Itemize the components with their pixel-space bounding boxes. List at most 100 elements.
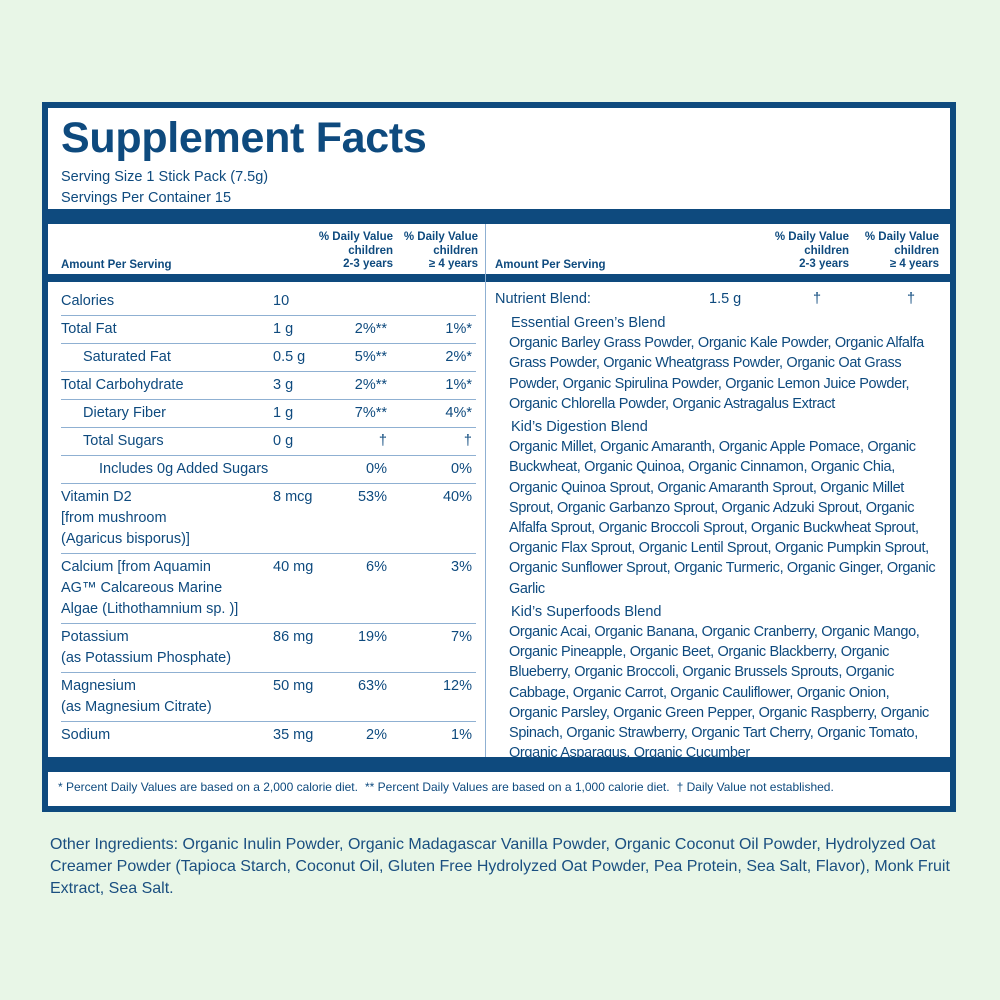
daily-value: 2%: [366, 727, 387, 743]
name-line: Total Fat: [61, 321, 117, 337]
nutrient-row: Magnesium (as Magnesium Citrate) 50 mg 63% 1…: [61, 673, 476, 722]
dv-header-line: 2-3 years: [343, 258, 393, 270]
nutrient-name: Calcium [from Aquamin AG™ Calcareous Mari…: [61, 557, 476, 620]
footnote: ** Percent Daily Values are based on a 1…: [364, 780, 670, 794]
name-line: Includes 0g Added Sugars: [99, 461, 269, 477]
nutrient-row: Includes 0g Added Sugars 0% 0%: [61, 456, 476, 484]
dv-header-line: % Daily Value: [318, 231, 393, 243]
daily-value: 5%**: [354, 349, 387, 365]
amount: 1 g: [273, 405, 294, 421]
serving-size: Serving Size 1 Stick Pack (7.5g): [61, 169, 269, 185]
other-ingredients: Other Ingredients: Organic Inulin Powder…: [50, 836, 950, 897]
column-header: Amount Per Serving: [495, 259, 606, 271]
dv-header-line: children: [433, 244, 478, 257]
nutrient-row: Total Fat 1 g 2%** 1%*: [61, 316, 476, 344]
nutrient-name: Saturated Fat: [61, 347, 476, 368]
blend-ingredients: Organic Acai, Organic Banana, Organic Cr…: [509, 624, 929, 762]
blend-section: Nutrient Blend: 1.5 g † † Essential Green’s …: [495, 288, 940, 763]
amount: 10: [273, 293, 290, 309]
daily-value: 7%: [451, 629, 472, 645]
nutrient-blend-row: Nutrient Blend: 1.5 g † †: [495, 288, 940, 310]
daily-value: 19%: [357, 629, 387, 645]
daily-value: 4%*: [445, 405, 472, 421]
blend-label: Nutrient Blend:: [495, 291, 591, 307]
nutrient-name: Magnesium (as Magnesium Citrate): [61, 676, 476, 718]
daily-value: 1%*: [445, 377, 472, 393]
amount: 1 g: [273, 321, 294, 337]
daily-value: 0%: [366, 461, 387, 477]
dv-header-line: % Daily Value: [403, 231, 478, 243]
servings-per-container: Servings Per Container 15: [61, 190, 232, 206]
footnote: * Percent Daily Values are based on a 2,…: [58, 780, 358, 794]
name-line: Sodium: [61, 727, 111, 743]
nutrient-row: Total Carbohydrate 3 g 2%** 1%*: [61, 372, 476, 400]
dv-column-header: % Daily Value children ≥ 4 years: [404, 231, 478, 272]
nutrient-row: Dietary Fiber 1 g 7%** 4%*: [61, 400, 476, 428]
dv-column-header: % Daily Value children 2-3 years: [775, 231, 849, 272]
name-line: Potassium: [61, 629, 129, 645]
daily-value: 1%: [451, 727, 472, 743]
footnote: † Daily Value not established.: [676, 780, 834, 794]
nutrient-row: Potassium (as Potassium Phosphate) 86 mg 19…: [61, 624, 476, 673]
daily-value: 6%: [366, 559, 387, 575]
nutrient-name: Calories: [61, 291, 476, 312]
amount: 0 g: [273, 433, 294, 449]
name-line: (Agaricus bisporus)]: [61, 531, 190, 547]
blend-ingredients: Organic Barley Grass Powder, Organic Kal…: [509, 335, 924, 412]
amount: 8 mcg: [273, 489, 313, 505]
nutrient-row: Calcium [from Aquamin AG™ Calcareous Mari…: [61, 554, 476, 624]
daily-value: 3%: [451, 559, 472, 575]
nutrient-name: Total Carbohydrate: [61, 375, 476, 396]
nutrient-row: Vitamin D2 [from mushroom (Agaricus bispor…: [61, 484, 476, 554]
daily-value: 63%: [357, 678, 387, 694]
dv-header-line: ≥ 4 years: [889, 258, 939, 270]
dv-column-header: % Daily Value children 2-3 years: [319, 231, 393, 272]
thick-bar: [48, 757, 950, 772]
daily-value: †: [378, 433, 387, 449]
nutrient-row: Calories 10: [61, 288, 476, 316]
name-line: AG™ Calcareous Marine: [61, 580, 223, 596]
footnotes: * Percent Daily Values are based on a 2,…: [58, 780, 841, 794]
daily-value: 1%*: [445, 321, 472, 337]
daily-value: 7%**: [354, 405, 387, 421]
thin-bar: [48, 274, 950, 282]
nutrient-name: Includes 0g Added Sugars: [61, 459, 476, 480]
blend-name: Kid’s Digestion Blend: [511, 419, 648, 436]
dv-column-header: % Daily Value children ≥ 4 years: [865, 231, 939, 272]
nutrient-row: Sodium 35 mg 2% 1%: [61, 722, 476, 749]
name-line: Calories: [61, 293, 115, 309]
amount: 3 g: [273, 377, 294, 393]
dv-header-line: 2-3 years: [799, 258, 849, 270]
daily-value: 2%*: [445, 349, 472, 365]
daily-value: 0%: [451, 461, 472, 477]
name-line: Saturated Fat: [83, 349, 171, 365]
blend-ingredients: Organic Millet, Organic Amaranth, Organi…: [509, 439, 936, 597]
nutrient-name: Total Sugars: [61, 431, 476, 452]
daily-value: †: [907, 291, 916, 307]
name-line: Algae (Lithothamnium sp. )]: [61, 601, 239, 617]
blend-amount: 1.5 g: [709, 291, 742, 307]
dv-header-line: % Daily Value: [864, 231, 939, 243]
dv-header-line: children: [804, 244, 849, 257]
amount: 0.5 g: [273, 349, 306, 365]
nutrient-name: Sodium: [61, 725, 476, 746]
blend-name: Kid’s Superfoods Blend: [511, 603, 662, 620]
daily-value: †: [463, 433, 472, 449]
daily-value: 40%: [442, 489, 472, 505]
nutrient-row: Saturated Fat 0.5 g 5%** 2%*: [61, 344, 476, 372]
name-line: Dietary Fiber: [83, 405, 166, 421]
nutrient-table: Calories 10 Total Fat 1 g 2%** 1%* Saturated F…: [61, 288, 476, 749]
name-line: Magnesium: [61, 678, 136, 694]
daily-value: 2%**: [354, 377, 387, 393]
name-line: Total Carbohydrate: [61, 377, 184, 393]
name-line: Total Sugars: [83, 433, 164, 449]
nutrient-name: Vitamin D2 [from mushroom (Agaricus bispor…: [61, 487, 476, 550]
amount: 40 mg: [273, 559, 314, 575]
amount: 86 mg: [273, 629, 314, 645]
nutrient-row: Total Sugars 0 g † †: [61, 428, 476, 456]
supplement-facts-panel: Supplement Facts Serving Size 1 Stick Pa…: [42, 102, 956, 812]
column-divider: [485, 224, 486, 758]
nutrient-name: Dietary Fiber: [61, 403, 476, 424]
daily-value: †: [813, 291, 822, 307]
